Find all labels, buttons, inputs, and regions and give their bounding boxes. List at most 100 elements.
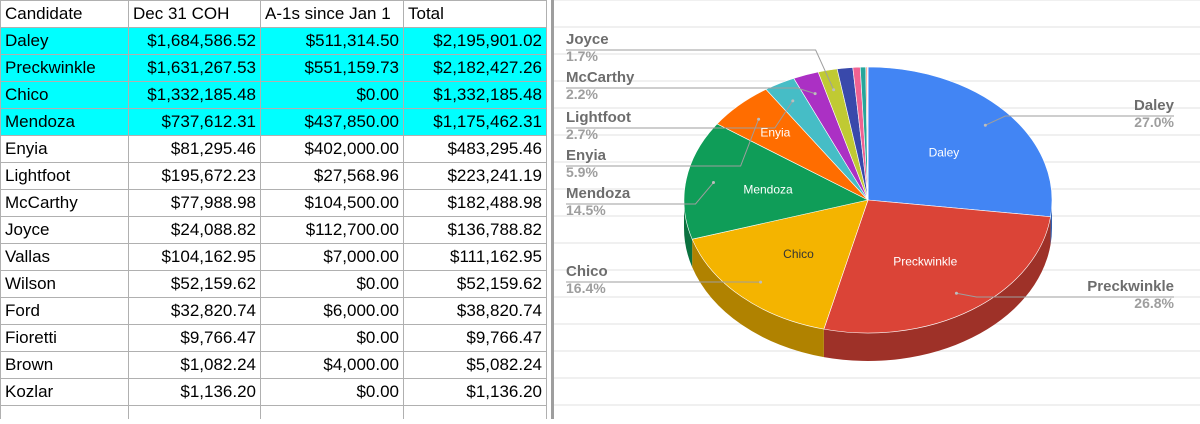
slice-percent-label: 16.4% (566, 280, 606, 296)
slice-name-label: McCarthy (566, 69, 635, 86)
amount-cell[interactable]: $483,295.46 (404, 136, 547, 163)
table-row: Brown$1,082.24$4,000.00$5,082.24 (1, 352, 547, 379)
amount-cell[interactable]: $136,788.82 (404, 217, 547, 244)
leader-dot (955, 292, 958, 295)
amount-cell[interactable]: $511,314.50 (261, 28, 404, 55)
candidate-cell[interactable]: Enyia (1, 136, 129, 163)
candidate-cell[interactable]: Kozlar (1, 379, 129, 406)
amount-cell[interactable]: $9,766.47 (129, 325, 261, 352)
amount-cell[interactable]: $0.00 (261, 82, 404, 109)
table-row: Lightfoot$195,672.23$27,568.96$223,241.1… (1, 163, 547, 190)
amount-cell[interactable]: $1,684,586.52 (129, 28, 261, 55)
amount-cell[interactable]: $437,850.00 (261, 109, 404, 136)
table-row: Kozlar$1,136.20$0.00$1,136.20 (1, 379, 547, 406)
amount-cell[interactable]: $551,159.73 (261, 55, 404, 82)
amount-cell[interactable]: $81,295.46 (129, 136, 261, 163)
empty-cell[interactable] (261, 406, 404, 420)
table-row: Daley$1,684,586.52$511,314.50$2,195,901.… (1, 28, 547, 55)
candidate-cell[interactable]: Vallas (1, 244, 129, 271)
amount-cell[interactable]: $402,000.00 (261, 136, 404, 163)
slice-percent-label: 1.7% (566, 48, 598, 64)
column-header[interactable]: Total (404, 1, 547, 28)
slice-inner-label: Mendoza (743, 183, 793, 197)
slice-inner-label: Enyia (760, 126, 790, 140)
amount-cell[interactable]: $5,082.24 (404, 352, 547, 379)
amount-cell[interactable]: $1,332,185.48 (404, 82, 547, 109)
amount-cell[interactable]: $4,000.00 (261, 352, 404, 379)
amount-cell[interactable]: $9,766.47 (404, 325, 547, 352)
table-row: Wilson$52,159.62$0.00$52,159.62 (1, 271, 547, 298)
amount-cell[interactable]: $0.00 (261, 271, 404, 298)
amount-cell[interactable]: $104,500.00 (261, 190, 404, 217)
amount-cell[interactable]: $77,988.98 (129, 190, 261, 217)
amount-cell[interactable]: $52,159.62 (129, 271, 261, 298)
table-row: Chico$1,332,185.48$0.00$1,332,185.48 (1, 82, 547, 109)
table-row: Vallas$104,162.95$7,000.00$111,162.95 (1, 244, 547, 271)
amount-cell[interactable]: $38,820.74 (404, 298, 547, 325)
amount-cell[interactable]: $104,162.95 (129, 244, 261, 271)
amount-cell[interactable]: $0.00 (261, 325, 404, 352)
amount-cell[interactable]: $111,162.95 (404, 244, 547, 271)
amount-cell[interactable]: $1,082.24 (129, 352, 261, 379)
candidate-cell[interactable]: Lightfoot (1, 163, 129, 190)
amount-cell[interactable]: $1,136.20 (404, 379, 547, 406)
amount-cell[interactable]: $1,631,267.53 (129, 55, 261, 82)
table-row: McCarthy$77,988.98$104,500.00$182,488.98 (1, 190, 547, 217)
slice-percent-label: 5.9% (566, 164, 598, 180)
candidate-cell[interactable]: Brown (1, 352, 129, 379)
amount-cell[interactable]: $223,241.19 (404, 163, 547, 190)
amount-cell[interactable]: $182,488.98 (404, 190, 547, 217)
amount-cell[interactable]: $737,612.31 (129, 109, 261, 136)
amount-cell[interactable]: $2,182,427.26 (404, 55, 547, 82)
slice-inner-label: Chico (783, 247, 814, 261)
table-row: Joyce$24,088.82$112,700.00$136,788.82 (1, 217, 547, 244)
column-header[interactable]: Dec 31 COH (129, 1, 261, 28)
candidate-cell[interactable]: Preckwinkle (1, 55, 129, 82)
candidate-cell[interactable]: Mendoza (1, 109, 129, 136)
leader-dot (759, 281, 762, 284)
amount-cell[interactable]: $24,088.82 (129, 217, 261, 244)
candidate-cell[interactable]: Joyce (1, 217, 129, 244)
slice-percent-label: 27.0% (1134, 114, 1174, 130)
candidate-cell[interactable]: Fioretti (1, 325, 129, 352)
amount-cell[interactable]: $0.00 (261, 379, 404, 406)
empty-cell[interactable] (404, 406, 547, 420)
pie-slice-daley[interactable] (868, 67, 1052, 217)
empty-cell[interactable] (1, 406, 129, 420)
slice-percent-label: 2.2% (566, 86, 598, 102)
leader-dot (832, 88, 835, 91)
candidate-cell[interactable]: Wilson (1, 271, 129, 298)
amount-cell[interactable]: $6,000.00 (261, 298, 404, 325)
candidate-cell[interactable]: Chico (1, 82, 129, 109)
amount-cell[interactable]: $27,568.96 (261, 163, 404, 190)
amount-cell[interactable]: $1,332,185.48 (129, 82, 261, 109)
amount-cell[interactable]: $195,672.23 (129, 163, 261, 190)
pie-chart: DaleyPreckwinkleChicoMendozaEnyiaDaley27… (554, 0, 1200, 419)
candidate-cell[interactable]: Ford (1, 298, 129, 325)
amount-cell[interactable]: $7,000.00 (261, 244, 404, 271)
amount-cell[interactable]: $2,195,901.02 (404, 28, 547, 55)
amount-cell[interactable]: $1,175,462.31 (404, 109, 547, 136)
leader-dot (791, 99, 794, 102)
amount-cell[interactable]: $52,159.62 (404, 271, 547, 298)
table-row: Ford$32,820.74$6,000.00$38,820.74 (1, 298, 547, 325)
empty-cell[interactable] (129, 406, 261, 420)
amount-cell[interactable]: $1,136.20 (129, 379, 261, 406)
candidate-cell[interactable]: McCarthy (1, 190, 129, 217)
empty-row (1, 406, 547, 420)
slice-name-label: Chico (566, 263, 608, 280)
column-header[interactable]: A-1s since Jan 1 (261, 1, 404, 28)
slice-name-label: Daley (1134, 97, 1175, 114)
column-header[interactable]: Candidate (1, 1, 129, 28)
candidate-cell[interactable]: Daley (1, 28, 129, 55)
amount-cell[interactable]: $112,700.00 (261, 217, 404, 244)
slice-percent-label: 2.7% (566, 126, 598, 142)
leader-dot (814, 92, 817, 95)
amount-cell[interactable]: $32,820.74 (129, 298, 261, 325)
slice-inner-label: Daley (929, 146, 960, 160)
slice-name-label: Preckwinkle (1087, 278, 1174, 295)
